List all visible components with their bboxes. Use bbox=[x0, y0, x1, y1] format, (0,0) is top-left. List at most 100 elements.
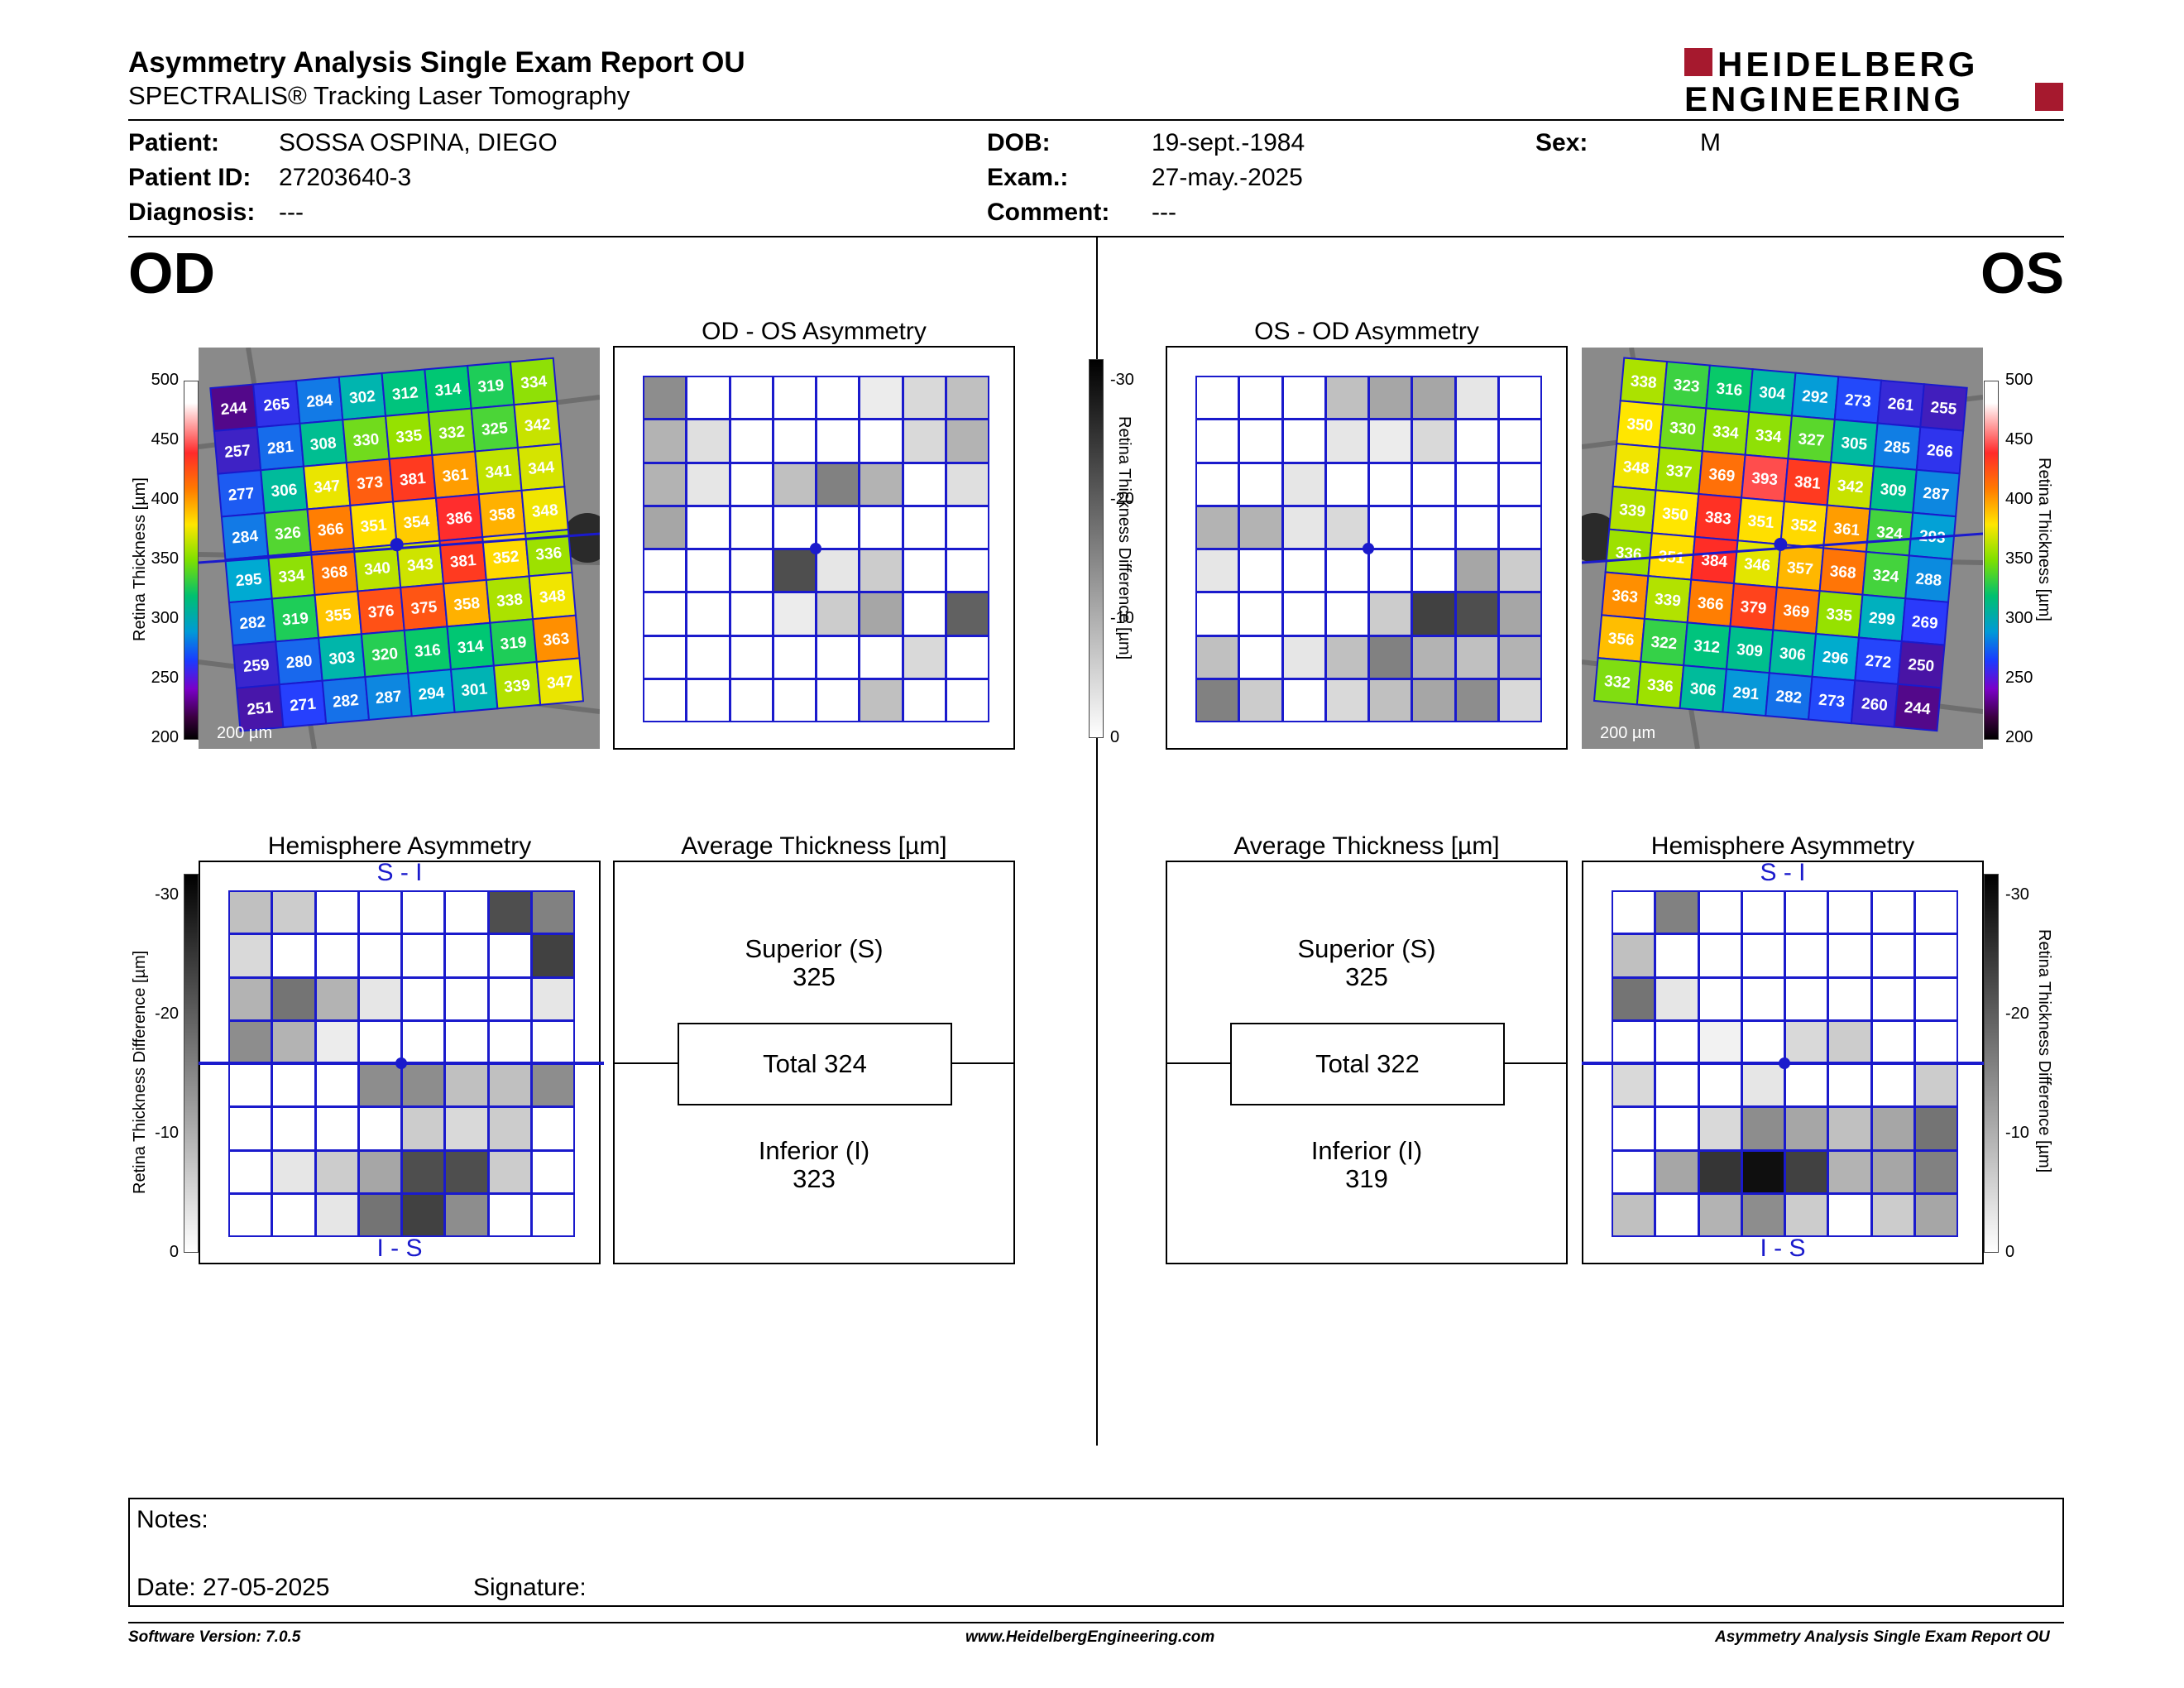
od-map-cell-value: 316 bbox=[414, 641, 441, 661]
od-asym-cell bbox=[772, 419, 817, 463]
od-map-cell-value: 334 bbox=[520, 373, 548, 393]
od-map-cell bbox=[535, 657, 585, 706]
od-asym-cell bbox=[902, 505, 946, 549]
od-asym-cell bbox=[945, 462, 989, 506]
od-asym-cell bbox=[816, 635, 860, 679]
od-asym-cell bbox=[772, 635, 817, 679]
od-map-cell-value: 361 bbox=[442, 466, 470, 486]
os-hemi-cell bbox=[1870, 1192, 1915, 1237]
os-thickness-scale-bar bbox=[1984, 381, 1999, 740]
os-asym-cell bbox=[1411, 592, 1456, 636]
od-asym-cell bbox=[772, 462, 817, 506]
os-asym-cell bbox=[1411, 376, 1456, 420]
os-asym-cell bbox=[1454, 549, 1499, 593]
od-asym-fovea-dot bbox=[810, 543, 821, 554]
od-map-cell-value: 280 bbox=[285, 653, 313, 673]
od-asym-cell bbox=[859, 678, 903, 722]
od-hemi-title: Hemisphere Asymmetry bbox=[267, 832, 532, 860]
os-hemi-cell bbox=[1784, 1149, 1829, 1194]
od-asym-cell bbox=[902, 419, 946, 463]
notes-box: Notes: Date: 27-05-2025 Signature: bbox=[128, 1498, 2064, 1607]
od-hemi-cell bbox=[314, 1192, 359, 1237]
os-asym-cell bbox=[1497, 505, 1542, 549]
od-asym-cell bbox=[902, 678, 946, 722]
os-hemi-cell bbox=[1698, 1106, 1742, 1151]
od-hemi-cell bbox=[401, 1019, 446, 1064]
os-hemi-cell bbox=[1870, 933, 1915, 978]
os-asym-cell bbox=[1454, 678, 1499, 722]
os-asym-cell bbox=[1497, 678, 1542, 722]
os-asym-cell bbox=[1281, 592, 1326, 636]
scale-tick-label: -20 bbox=[1110, 490, 1134, 508]
od-hemi-cell bbox=[530, 890, 575, 935]
website-link[interactable]: www.HeidelbergEngineering.com bbox=[965, 1628, 1215, 1646]
os-map-cell-value: 335 bbox=[1825, 606, 1853, 626]
os-asym-cell bbox=[1238, 678, 1283, 722]
od-map-cell-value: 284 bbox=[232, 528, 260, 548]
os-map-cell-value: 272 bbox=[1865, 652, 1892, 672]
od-map-cell-value: 344 bbox=[528, 458, 556, 478]
os-hemi-cell bbox=[1698, 1149, 1742, 1194]
signature-label: Signature: bbox=[473, 1574, 587, 1601]
od-asym-cell bbox=[686, 462, 730, 506]
od-map-cell-value: 257 bbox=[223, 442, 251, 462]
os-asym-cell bbox=[1195, 376, 1240, 420]
os-map-cell-value: 305 bbox=[1841, 434, 1869, 454]
os-asym-cell bbox=[1454, 376, 1499, 420]
os-hemi-cell bbox=[1612, 1106, 1656, 1151]
exam-label: Exam.: bbox=[987, 164, 1069, 191]
od-map-cell-value: 244 bbox=[220, 399, 248, 419]
os-map-cell-value: 244 bbox=[1904, 699, 1932, 719]
os-avg-panel: Superior (S) 325 Total 322 Inferior (I) … bbox=[1166, 861, 1568, 1264]
od-asym-cell bbox=[729, 678, 774, 722]
os-hemi-cell bbox=[1741, 890, 1785, 935]
od-hemi-cell bbox=[530, 933, 575, 978]
od-hemi-diff-scale-bar bbox=[184, 874, 199, 1253]
od-map-cell-value: 320 bbox=[371, 645, 399, 665]
od-asym-cell bbox=[686, 678, 730, 722]
od-asym-cell bbox=[686, 549, 730, 593]
os-map-cell-value: 334 bbox=[1712, 423, 1740, 443]
od-hemi-cell bbox=[530, 1192, 575, 1237]
os-hemi-cell bbox=[1655, 1149, 1699, 1194]
od-eye-label: OD bbox=[128, 241, 215, 305]
od-map-cell-value: 363 bbox=[543, 630, 570, 650]
os-map-cell-value: 306 bbox=[1779, 645, 1806, 664]
os-map-cell-value: 296 bbox=[1822, 649, 1849, 669]
scale-tick-label: 350 bbox=[2005, 549, 2033, 568]
od-asym-cell bbox=[686, 376, 730, 420]
os-asym-cell bbox=[1411, 678, 1456, 722]
os-asym-cell bbox=[1411, 549, 1456, 593]
os-hemi-cell bbox=[1655, 1063, 1699, 1108]
od-map-cell-value: 282 bbox=[332, 692, 359, 712]
os-asym-fovea-dot bbox=[1363, 543, 1374, 554]
od-hemi-cell bbox=[487, 1149, 532, 1194]
od-hemi-top-label: S - I bbox=[376, 859, 423, 886]
od-asym-cell bbox=[945, 635, 989, 679]
od-map-cell-value: 314 bbox=[457, 638, 485, 658]
os-asym-cell bbox=[1497, 592, 1542, 636]
od-map-cell-value: 343 bbox=[406, 555, 433, 575]
od-asym-cell bbox=[643, 549, 687, 593]
os-hemi-cell bbox=[1913, 1063, 1958, 1108]
od-map-cell-value: 335 bbox=[395, 427, 424, 447]
os-hemi-cell bbox=[1612, 1063, 1656, 1108]
od-hemi-cell bbox=[228, 976, 273, 1021]
os-map-cell-value: 332 bbox=[1603, 673, 1631, 693]
od-asym-cell bbox=[816, 505, 860, 549]
os-asym-cell bbox=[1281, 505, 1326, 549]
os-map-cell-value: 255 bbox=[1930, 399, 1958, 419]
os-asym-cell bbox=[1324, 549, 1369, 593]
os-map-cell-value: 291 bbox=[1732, 684, 1760, 704]
od-hemi-cell bbox=[487, 1019, 532, 1064]
od-asym-title: OD - OS Asymmetry bbox=[702, 318, 927, 345]
od-map-axis-line bbox=[198, 532, 601, 564]
od-map-cell-value: 354 bbox=[403, 513, 431, 533]
od-hemi-cell bbox=[401, 933, 446, 978]
od-asym-cell bbox=[686, 592, 730, 636]
os-map-cell-value: 273 bbox=[1844, 391, 1871, 411]
os-hemi-cell bbox=[1827, 933, 1872, 978]
os-asym-cell bbox=[1368, 549, 1413, 593]
os-map-cell-value: 250 bbox=[1907, 656, 1934, 676]
od-asym-cell bbox=[902, 635, 946, 679]
